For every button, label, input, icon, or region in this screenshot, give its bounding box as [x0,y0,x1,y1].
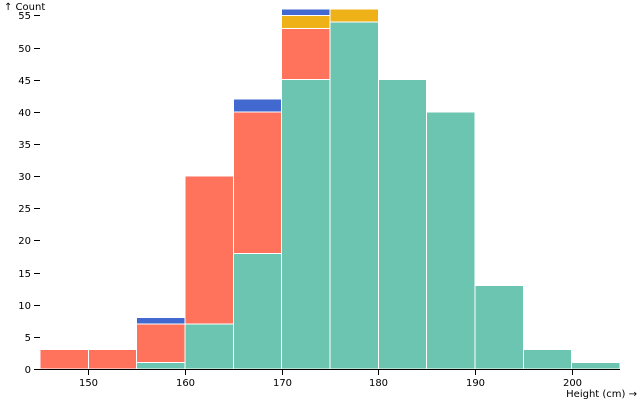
x-tick-label: 190 [466,378,485,389]
bar-segment [329,21,379,370]
y-tick-label: 25 [18,204,31,215]
bar-segment [522,349,573,370]
bar-segment [281,14,331,29]
bar-segment [474,284,524,370]
y-tick-label: 20 [18,236,31,247]
bars-layer [39,8,621,370]
y-tick-label: 55 [18,11,31,22]
y-tick-label: 10 [18,301,31,312]
x-axis-label: Height (cm) → [566,389,637,400]
bar-segment [329,8,379,23]
bar-segment [281,79,331,370]
y-tick-label: 45 [18,76,31,87]
bar-segment [136,362,186,370]
bar-segment [232,111,283,254]
bar-segment [232,252,283,370]
y-axis-label: ↑ Count [4,2,45,13]
bar-segment [281,27,331,81]
bar-segment [39,349,89,370]
bar-segment [184,175,234,325]
y-tick-label: 40 [18,108,31,119]
x-tick-label: 150 [79,378,98,389]
bar-segment [184,323,234,370]
x-axis: 150 160 170 180 190 200 [40,369,620,389]
bar-segment [281,8,331,16]
bar-segment [426,111,476,370]
x-tick-label: 170 [273,378,292,389]
x-tick-label: 180 [369,378,388,389]
y-tick-label: 35 [18,140,31,151]
bar-segment [377,79,428,370]
y-tick-label: 5 [25,333,31,344]
bar-segment [87,349,138,370]
bar-segment [571,362,621,370]
y-tick-label: 0 [25,365,31,376]
x-tick-label: 200 [563,378,582,389]
bar-segment [136,317,186,325]
bar-segment [232,98,283,113]
y-tick-label: 50 [18,44,31,55]
bar-segment [136,323,186,364]
y-axis: 0 5 10 15 20 25 30 35 40 45 50 55 [18,11,40,376]
y-tick-label: 30 [18,172,31,183]
x-tick-label: 160 [176,378,195,389]
y-tick-label: 15 [18,269,31,280]
